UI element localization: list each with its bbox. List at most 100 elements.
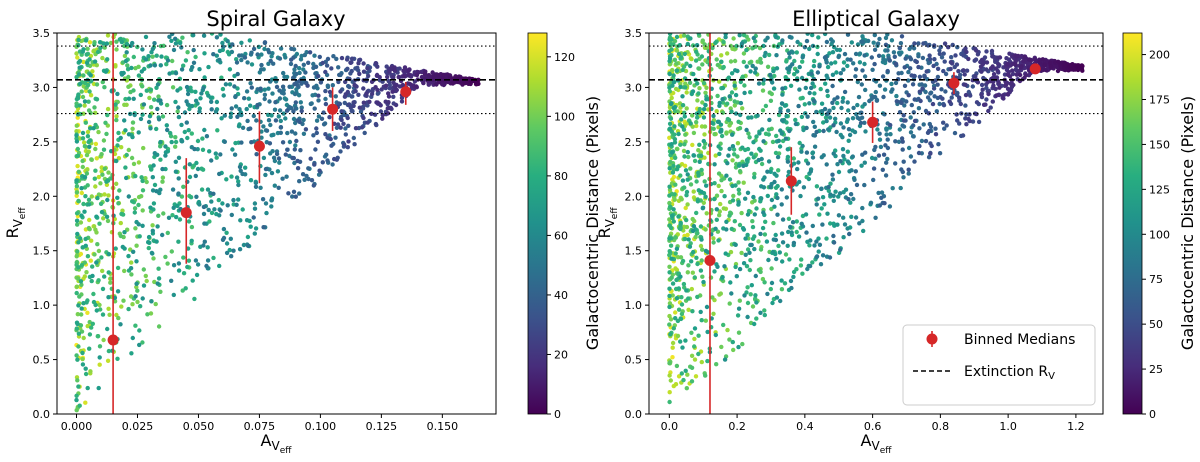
elliptical-scatter-point bbox=[757, 45, 763, 51]
elliptical-scatter-point bbox=[1037, 60, 1042, 65]
spiral-scatter-point bbox=[219, 116, 224, 121]
elliptical-scatter-point bbox=[849, 168, 854, 173]
elliptical-scatter-point bbox=[700, 110, 705, 116]
spiral-scatter-point bbox=[361, 100, 366, 105]
spiral-scatter-point bbox=[105, 326, 110, 332]
spiral-scatter-point bbox=[249, 62, 255, 67]
spiral-scatter-point bbox=[327, 115, 332, 120]
spiral-scatter-point bbox=[259, 52, 264, 57]
spiral-scatter-point bbox=[113, 102, 118, 107]
elliptical-scatter-point bbox=[750, 219, 755, 224]
elliptical-scatter-point bbox=[796, 103, 801, 109]
spiral-scatter-point bbox=[96, 129, 101, 135]
spiral-scatter-point bbox=[361, 86, 366, 91]
elliptical-scatter-point bbox=[667, 135, 672, 140]
elliptical-scatter-point bbox=[925, 95, 931, 100]
spiral-scatter-point bbox=[81, 301, 86, 306]
elliptical-scatter-point bbox=[851, 105, 856, 111]
spiral-scatter-point bbox=[148, 87, 154, 92]
spiral-scatter-point bbox=[258, 185, 263, 190]
spiral-scatter-point bbox=[94, 97, 100, 102]
spiral-scatter-point bbox=[291, 75, 296, 81]
elliptical-scatter-point bbox=[667, 223, 672, 228]
elliptical-scatter-point bbox=[673, 251, 678, 256]
elliptical-y-tick-label: 3.0 bbox=[625, 81, 643, 94]
elliptical-x-tick-label: 0.6 bbox=[864, 420, 882, 433]
elliptical-scatter-point bbox=[763, 219, 768, 224]
spiral-scatter-point bbox=[323, 88, 328, 94]
spiral-scatter-point bbox=[158, 157, 163, 162]
spiral-scatter-point bbox=[317, 54, 322, 60]
elliptical-scatter-point bbox=[798, 263, 804, 268]
spiral-scatter-point bbox=[191, 47, 196, 53]
spiral-scatter-point bbox=[414, 84, 419, 89]
elliptical-scatter-point bbox=[981, 102, 987, 108]
elliptical-scatter-point bbox=[897, 127, 902, 132]
elliptical-scatter-point bbox=[699, 189, 704, 194]
elliptical-scatter-point bbox=[751, 194, 756, 200]
elliptical-scatter-point bbox=[797, 179, 802, 185]
spiral-x-tick-label: 0.050 bbox=[183, 420, 215, 433]
elliptical-scatter-point bbox=[883, 35, 889, 41]
spiral-scatter-point bbox=[201, 211, 207, 217]
elliptical-scatter-point bbox=[689, 259, 694, 264]
elliptical-scatter-point bbox=[700, 38, 705, 43]
elliptical-y-tick-label: 2.0 bbox=[625, 190, 643, 203]
spiral-scatter-point bbox=[126, 253, 131, 259]
spiral-scatter-point bbox=[140, 223, 145, 228]
spiral-scatter-point bbox=[401, 68, 406, 74]
spiral-scatter-point bbox=[126, 306, 131, 312]
elliptical-scatter-point bbox=[875, 41, 881, 46]
spiral-scatter-point bbox=[171, 47, 177, 53]
spiral-scatter-point bbox=[135, 288, 140, 293]
spiral-scatter-point bbox=[374, 72, 380, 78]
elliptical-scatter-point bbox=[713, 153, 718, 158]
spiral-scatter-point bbox=[336, 101, 342, 106]
spiral-scatter-point bbox=[214, 53, 219, 58]
elliptical-scatter-point bbox=[703, 318, 708, 323]
elliptical-scatter-point bbox=[825, 93, 830, 99]
spiral-scatter-point bbox=[314, 118, 320, 123]
spiral-scatter-point bbox=[176, 268, 182, 273]
elliptical-scatter-point bbox=[824, 60, 829, 65]
elliptical-scatter-point bbox=[768, 169, 773, 174]
elliptical-scatter-point bbox=[736, 200, 741, 205]
spiral-scatter-point bbox=[218, 208, 223, 213]
spiral-scatter-point bbox=[211, 191, 216, 196]
spiral-scatter-point bbox=[106, 270, 111, 275]
elliptical-scatter-point bbox=[717, 79, 722, 84]
spiral-scatter-point bbox=[349, 94, 354, 99]
spiral-scatter-point bbox=[280, 84, 286, 89]
elliptical-scatter-point bbox=[669, 37, 674, 42]
spiral-y-tick-label: 0.5 bbox=[33, 354, 51, 367]
spiral-scatter-point bbox=[112, 151, 118, 157]
spiral-scatter-point bbox=[133, 226, 138, 231]
elliptical-scatter-point bbox=[776, 138, 781, 143]
spiral-scatter-point bbox=[251, 113, 256, 119]
spiral-scatter-point bbox=[90, 69, 95, 74]
elliptical-scatter-point bbox=[752, 175, 757, 180]
elliptical-scatter-point bbox=[845, 159, 851, 164]
spiral-scatter-point bbox=[231, 197, 236, 203]
spiral-scatter-point bbox=[158, 139, 163, 145]
spiral-scatter-point bbox=[122, 53, 128, 59]
elliptical-scatter-point bbox=[683, 338, 688, 343]
spiral-scatter-point bbox=[89, 194, 95, 199]
spiral-scatter-point bbox=[252, 201, 258, 206]
spiral-scatter-point bbox=[134, 259, 139, 264]
spiral-scatter-point bbox=[99, 209, 105, 215]
elliptical-scatter-point bbox=[687, 244, 693, 249]
elliptical-scatter-point bbox=[704, 85, 709, 91]
spiral-median-point bbox=[180, 207, 192, 219]
elliptical-scatter-point bbox=[842, 222, 848, 227]
elliptical-scatter-point bbox=[885, 48, 890, 53]
spiral-scatter-point bbox=[143, 273, 148, 279]
elliptical-scatter-point bbox=[1007, 51, 1012, 56]
elliptical-scatter-point bbox=[932, 43, 937, 48]
spiral-scatter-point bbox=[301, 131, 307, 136]
spiral-scatter-point bbox=[237, 164, 243, 170]
spiral-scatter-point bbox=[85, 82, 91, 88]
spiral-scatter-point bbox=[284, 174, 289, 179]
spiral-scatter-point bbox=[261, 225, 266, 230]
elliptical-scatter-point bbox=[761, 185, 767, 190]
